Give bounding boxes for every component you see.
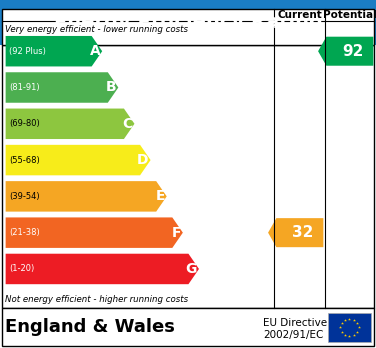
FancyBboxPatch shape — [2, 308, 374, 346]
Text: (55-68): (55-68) — [9, 156, 40, 165]
Text: B: B — [106, 80, 117, 95]
Text: (92 Plus): (92 Plus) — [9, 47, 46, 56]
Text: 92: 92 — [342, 44, 364, 59]
Text: Current: Current — [277, 10, 322, 19]
Text: 2002/91/EC: 2002/91/EC — [263, 331, 324, 340]
Text: (1-20): (1-20) — [9, 264, 35, 274]
Text: 32: 32 — [292, 225, 314, 240]
Text: (39-54): (39-54) — [9, 192, 40, 201]
Text: EU Directive: EU Directive — [263, 318, 327, 328]
Polygon shape — [6, 109, 135, 139]
Text: Not energy efficient - higher running costs: Not energy efficient - higher running co… — [5, 295, 188, 304]
Polygon shape — [318, 37, 373, 66]
Text: Energy Efficiency Rating: Energy Efficiency Rating — [53, 13, 323, 32]
Text: Potential: Potential — [323, 10, 376, 19]
Text: G: G — [186, 262, 197, 276]
Text: (69-80): (69-80) — [9, 119, 40, 128]
Text: (81-91): (81-91) — [9, 83, 40, 92]
Polygon shape — [6, 36, 102, 66]
Polygon shape — [6, 145, 150, 175]
Text: D: D — [137, 153, 149, 167]
Polygon shape — [6, 254, 199, 284]
Text: Very energy efficient - lower running costs: Very energy efficient - lower running co… — [5, 25, 188, 34]
Polygon shape — [268, 218, 323, 247]
Text: C: C — [122, 117, 133, 131]
Polygon shape — [6, 181, 167, 212]
FancyBboxPatch shape — [2, 9, 374, 45]
FancyBboxPatch shape — [0, 0, 376, 45]
Text: England & Wales: England & Wales — [5, 318, 175, 336]
Polygon shape — [6, 218, 183, 248]
FancyBboxPatch shape — [2, 45, 374, 308]
Text: A: A — [89, 44, 100, 58]
FancyBboxPatch shape — [328, 313, 371, 342]
Text: F: F — [171, 226, 181, 240]
Text: E: E — [155, 189, 165, 203]
Polygon shape — [6, 72, 118, 103]
Text: (21-38): (21-38) — [9, 228, 40, 237]
